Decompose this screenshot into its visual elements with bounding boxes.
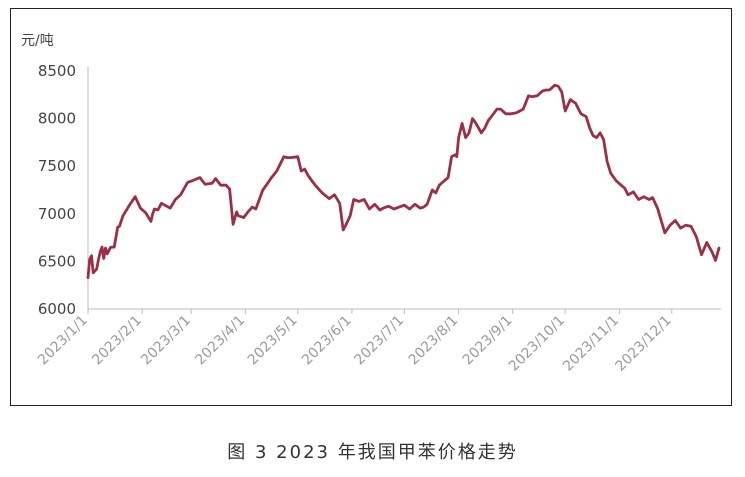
x-tick-label: 2023/5/1 xyxy=(245,313,301,369)
y-axis: 6000 6500 7000 7500 8000 8500 xyxy=(38,62,89,318)
x-tick-label: 2023/7/1 xyxy=(351,313,407,369)
x-axis: 2023/1/12023/2/12023/3/12023/4/12023/5/1… xyxy=(35,308,721,375)
x-tick-label: 2023/9/1 xyxy=(460,313,516,369)
price-series xyxy=(86,83,721,280)
chart-frame: 元/吨 6000 6500 7000 7500 8000 8500 2023/1/1 202… xyxy=(10,8,732,406)
x-tick-label: 2023/3/1 xyxy=(138,313,194,369)
x-tick-label: 2023/10/1 xyxy=(506,313,568,375)
series-line xyxy=(86,83,721,280)
figure-caption: 图 3 2023 年我国甲苯价格走势 xyxy=(227,442,518,463)
y-tick-label: 6500 xyxy=(38,252,76,270)
y-tick-label: 7000 xyxy=(38,205,76,223)
y-tick-label: 7500 xyxy=(38,157,76,175)
x-tick-label: 2023/2/1 xyxy=(89,313,145,369)
y-tick-label: 8500 xyxy=(38,62,76,80)
y-tick-label: 6000 xyxy=(38,300,76,318)
y-tick-label: 8000 xyxy=(38,110,76,128)
x-tick-label: 2023/8/1 xyxy=(406,313,462,369)
x-tick-label: 2023/4/1 xyxy=(192,313,248,369)
x-tick-label: 2023/1/1 xyxy=(35,313,91,369)
x-tick-label: 2023/12/1 xyxy=(613,313,675,375)
x-tick-label: 2023/6/1 xyxy=(299,313,355,369)
y-axis-unit-label: 元/吨 xyxy=(21,33,54,49)
x-tick-label: 2023/11/1 xyxy=(560,313,622,375)
